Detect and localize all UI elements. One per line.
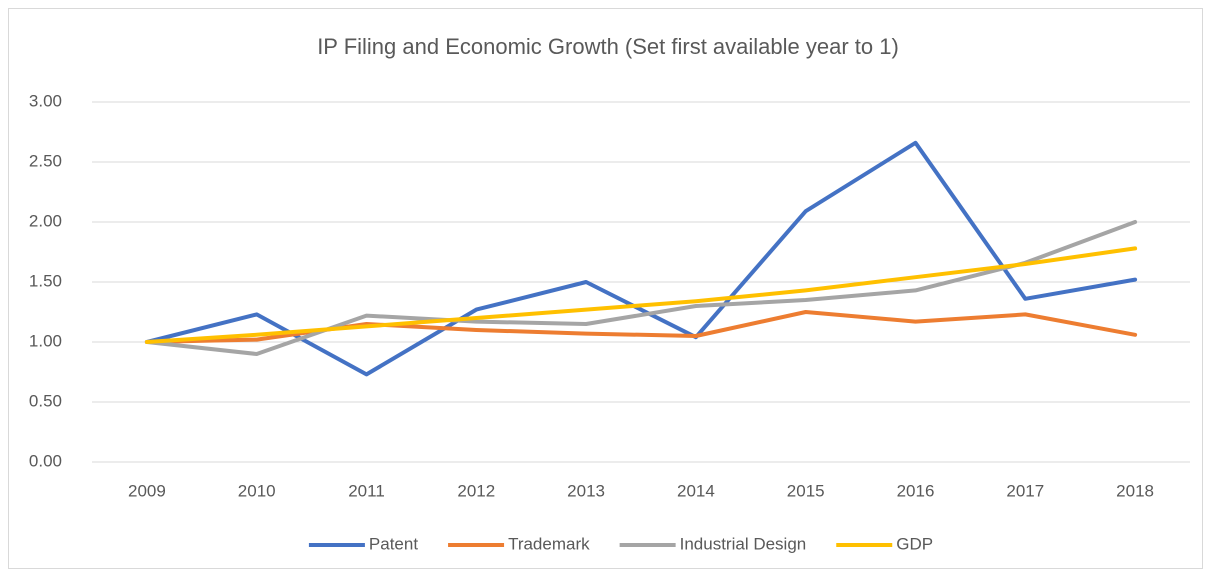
y-tick-label: 3.00 <box>29 91 62 110</box>
series-line <box>144 140 1138 377</box>
x-tick-label: 2014 <box>677 481 715 500</box>
y-tick-label: 1.50 <box>29 271 62 290</box>
y-tick-label: 2.00 <box>29 211 62 230</box>
x-tick-label: 2015 <box>787 481 825 500</box>
legend-label: GDP <box>896 534 933 553</box>
x-tick-label: 2013 <box>567 481 605 500</box>
x-tick-label: 2010 <box>238 481 276 500</box>
x-tick-label: 2017 <box>1006 481 1044 500</box>
y-tick-label: 0.50 <box>29 391 62 410</box>
legend-label: Industrial Design <box>680 534 807 553</box>
series-line <box>144 220 1138 356</box>
y-tick-label: 1.00 <box>29 331 62 350</box>
x-tick-label: 2009 <box>128 481 166 500</box>
x-tick-label: 2012 <box>457 481 495 500</box>
y-tick-label: 2.50 <box>29 151 62 170</box>
x-tick-label: 2011 <box>348 481 385 500</box>
chart-title: IP Filing and Economic Growth (Set first… <box>317 34 899 59</box>
y-tick-label: 0.00 <box>29 451 62 470</box>
x-tick-label: 2018 <box>1116 481 1154 500</box>
x-tick-label: 2016 <box>897 481 935 500</box>
legend-label: Patent <box>369 534 418 553</box>
legend-label: Trademark <box>508 534 590 553</box>
series-line <box>144 246 1138 344</box>
